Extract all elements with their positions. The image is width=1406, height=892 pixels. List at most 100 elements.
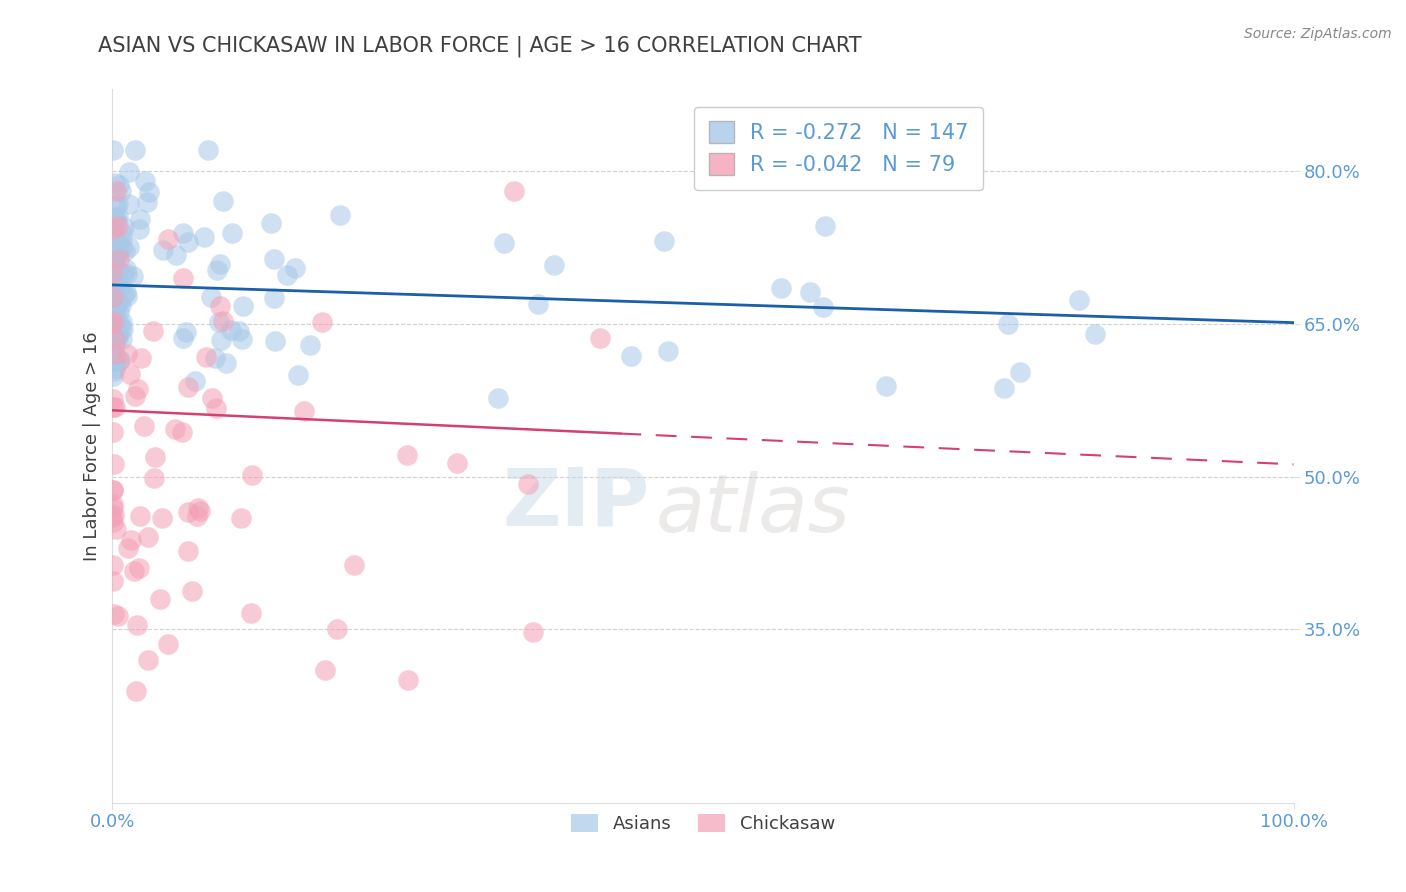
Point — [770, 281, 793, 295]
Point — [181, 584, 204, 599]
Point — [107, 219, 129, 233]
Point — [517, 476, 540, 491]
Point — [101, 258, 124, 272]
Point — [105, 198, 128, 212]
Point — [118, 197, 141, 211]
Point — [107, 178, 129, 192]
Legend: Asians, Chickasaw: Asians, Chickasaw — [564, 806, 842, 840]
Text: ASIAN VS CHICKASAW IN LABOR FORCE | AGE > 16 CORRELATION CHART: ASIAN VS CHICKASAW IN LABOR FORCE | AGE … — [98, 36, 862, 57]
Point — [101, 227, 124, 242]
Point — [101, 275, 124, 289]
Point — [103, 333, 125, 347]
Point — [125, 683, 148, 698]
Point — [110, 315, 132, 329]
Point — [101, 353, 124, 368]
Point — [101, 301, 124, 316]
Point — [396, 673, 419, 688]
Point — [105, 330, 128, 344]
Point — [1069, 293, 1091, 307]
Point — [134, 419, 156, 434]
Point — [141, 324, 163, 338]
Point — [101, 222, 124, 236]
Point — [194, 351, 217, 365]
Point — [105, 330, 128, 344]
Point — [134, 174, 156, 188]
Point — [163, 422, 186, 436]
Point — [101, 235, 124, 250]
Point — [152, 243, 174, 257]
Point — [101, 369, 124, 384]
Point — [326, 623, 349, 637]
Point — [209, 334, 232, 348]
Point — [292, 404, 315, 418]
Point — [118, 240, 141, 254]
Point — [105, 246, 128, 260]
Point — [157, 231, 180, 245]
Point — [103, 281, 125, 295]
Point — [875, 378, 897, 392]
Point — [101, 248, 124, 262]
Point — [1010, 366, 1032, 380]
Point — [813, 300, 835, 314]
Point — [107, 209, 129, 223]
Point — [186, 508, 208, 523]
Point — [120, 533, 142, 547]
Point — [111, 240, 134, 254]
Point — [101, 497, 124, 511]
Point — [101, 266, 124, 280]
Point — [446, 456, 468, 470]
Point — [107, 263, 129, 277]
Point — [311, 315, 333, 329]
Point — [115, 347, 138, 361]
Point — [110, 298, 132, 312]
Point — [187, 500, 209, 515]
Point — [111, 322, 134, 336]
Point — [104, 337, 127, 351]
Point — [107, 197, 129, 211]
Point — [107, 276, 129, 290]
Point — [298, 338, 321, 352]
Point — [127, 382, 149, 396]
Point — [522, 625, 544, 640]
Point — [287, 368, 309, 382]
Point — [105, 301, 128, 315]
Point — [104, 310, 127, 325]
Point — [103, 260, 125, 274]
Point — [103, 607, 125, 621]
Point — [108, 317, 131, 331]
Point — [103, 262, 125, 277]
Point — [260, 216, 283, 230]
Point — [101, 334, 124, 349]
Point — [103, 302, 125, 317]
Point — [101, 483, 124, 498]
Point — [329, 209, 352, 223]
Point — [101, 303, 124, 318]
Point — [117, 541, 139, 556]
Point — [150, 511, 173, 525]
Point — [103, 276, 125, 290]
Text: Source: ZipAtlas.com: Source: ZipAtlas.com — [1244, 27, 1392, 41]
Text: atlas: atlas — [655, 471, 851, 549]
Point — [128, 222, 150, 236]
Point — [110, 184, 132, 198]
Point — [118, 164, 141, 178]
Point — [128, 211, 150, 226]
Y-axis label: In Labor Force | Age > 16: In Labor Force | Age > 16 — [83, 331, 101, 561]
Point — [101, 310, 124, 325]
Point — [231, 333, 253, 347]
Point — [209, 257, 232, 271]
Point — [110, 226, 132, 240]
Point — [104, 211, 127, 225]
Point — [157, 637, 180, 651]
Point — [115, 289, 138, 303]
Point — [108, 296, 131, 310]
Point — [232, 299, 254, 313]
Point — [200, 290, 222, 304]
Point — [104, 400, 127, 414]
Point — [1084, 326, 1107, 341]
Point — [103, 270, 125, 285]
Point — [107, 327, 129, 342]
Point — [101, 258, 124, 272]
Point — [103, 213, 125, 227]
Point — [149, 591, 172, 606]
